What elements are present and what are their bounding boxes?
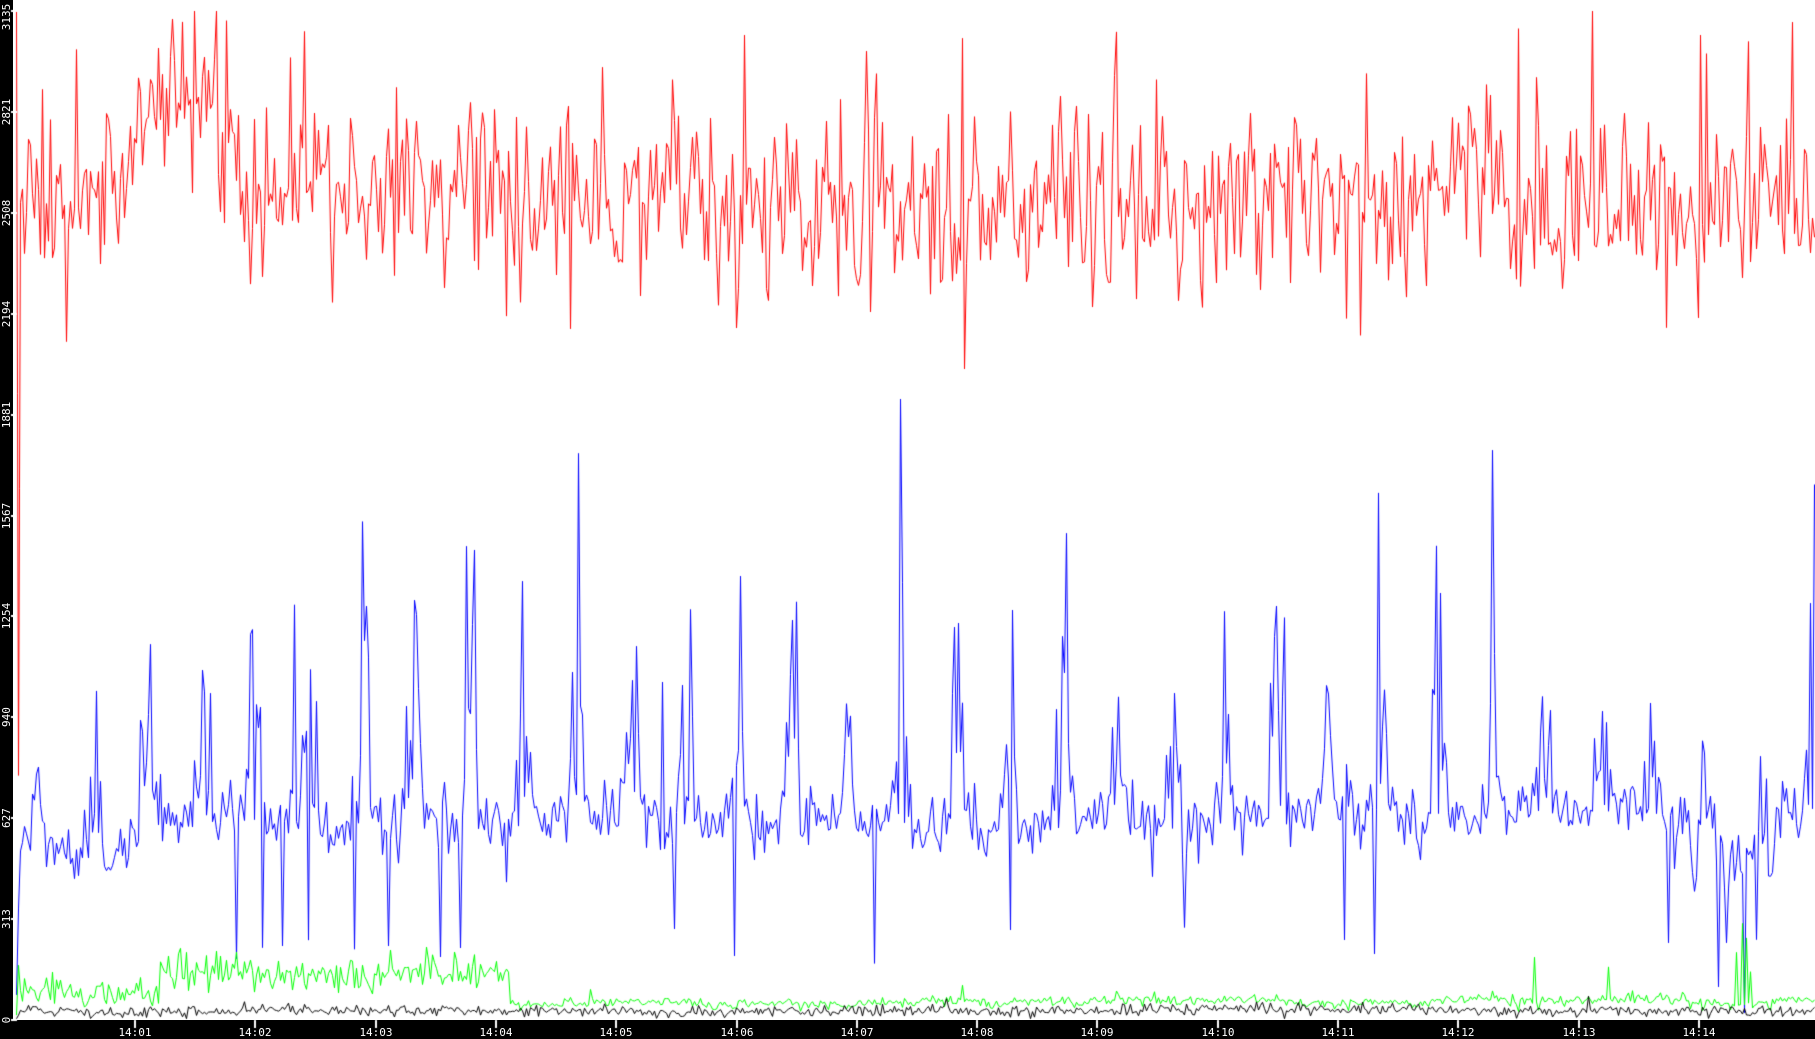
y-axis-tick-label: 2821 [0,98,13,126]
y-axis-tick-label: 1254 [0,602,13,630]
x-axis-tick-label: 14:08 [960,1026,994,1039]
y-axis-tick-label: 940 [0,707,13,727]
y-axis-tick-label: 2508 [0,199,13,227]
x-axis-tick-label: 14:02 [238,1026,272,1039]
x-axis-tick-label: 14:05 [599,1026,633,1039]
y-axis-tick-label: 2194 [0,300,13,328]
x-axis-tick-label: 14:13 [1562,1026,1596,1039]
y-axis-tick-label: 1567 [0,502,13,530]
x-axis-tick-label: 14:01 [118,1026,152,1039]
y-axis-tick-label: 627 [0,808,13,828]
x-axis-tick-label: 14:09 [1080,1026,1114,1039]
x-axis-tick-label: 14:07 [840,1026,874,1039]
y-axis-tick-label: 1881 [0,401,13,429]
x-axis-tick-label: 14:03 [359,1026,393,1039]
y-axis-tick-label: 313 [0,909,13,929]
x-axis-tick-label: 14:10 [1201,1026,1235,1039]
x-axis-tick-label: 14:12 [1441,1026,1475,1039]
x-axis-tick-label: 14:11 [1321,1026,1355,1039]
x-axis-tick-label: 14:14 [1682,1026,1716,1039]
x-axis-tick-label: 14:06 [720,1026,754,1039]
y-axis-tick-label: 0 [0,1016,13,1024]
x-axis-tick-label: 14:04 [479,1026,513,1039]
y-axis-tick-label: 3135 [0,3,13,31]
